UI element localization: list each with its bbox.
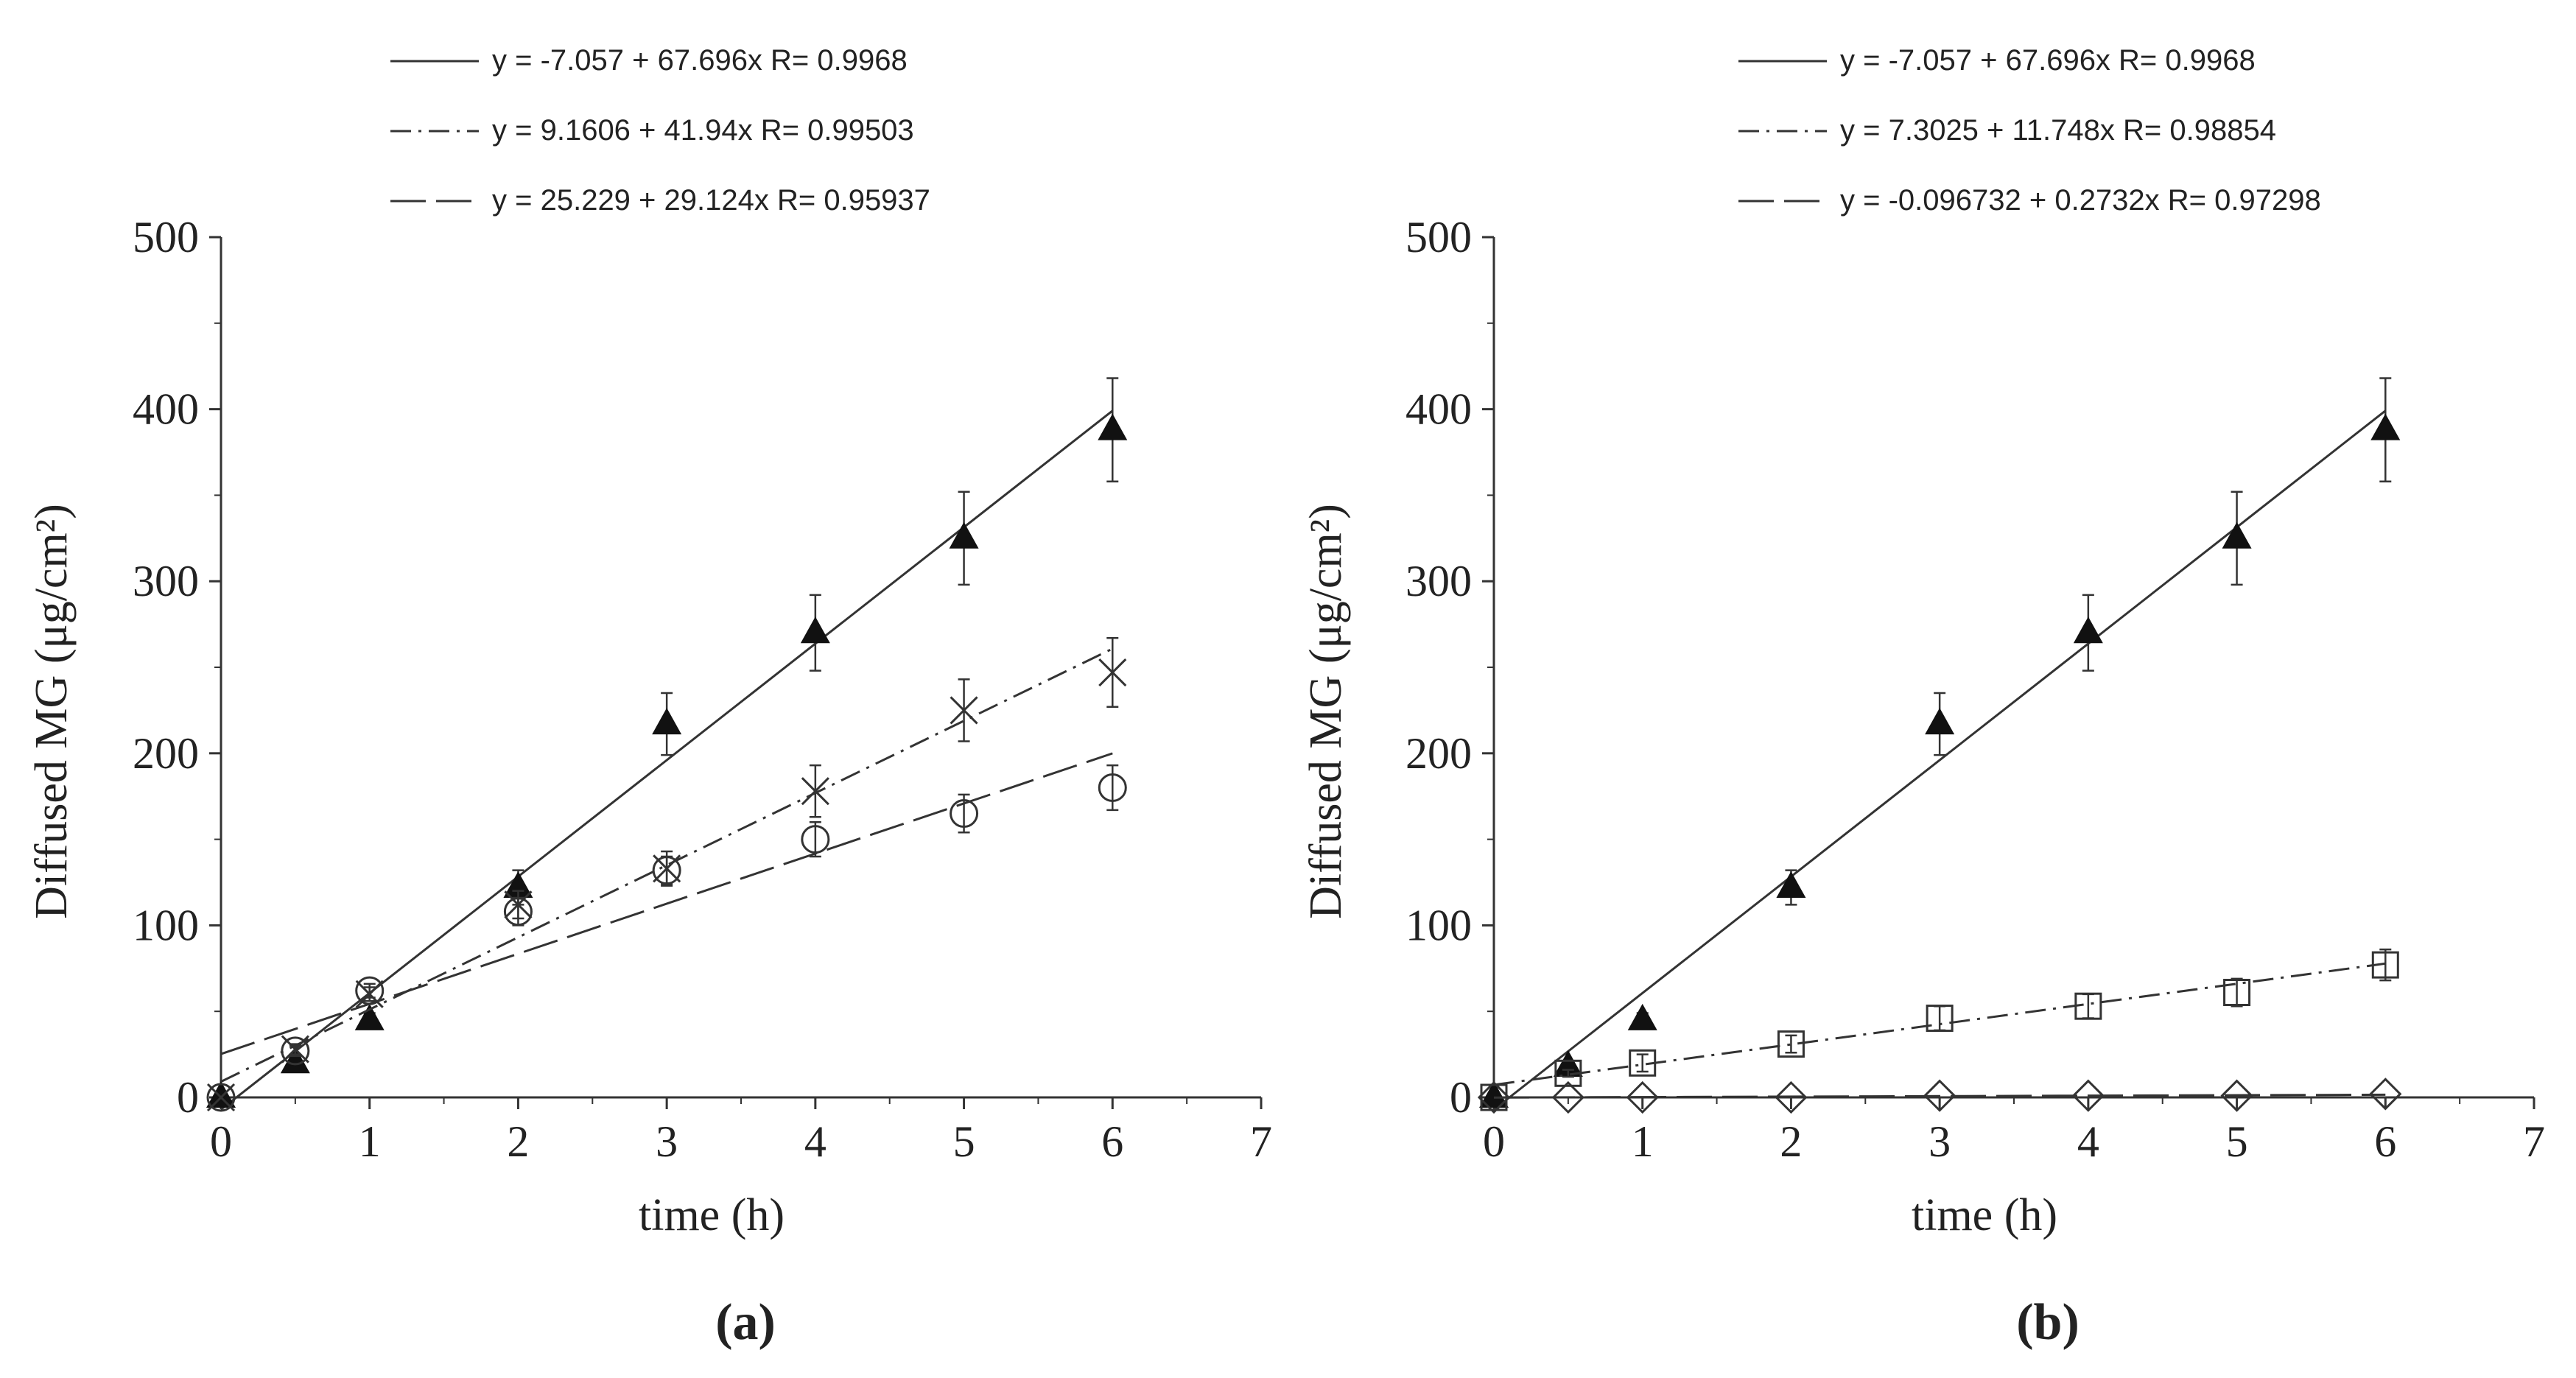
data-point-triangle — [800, 616, 830, 644]
y-axis-label: Diffused MG (μg/cm²) — [1301, 504, 1351, 919]
data-point-triangle — [2370, 413, 2401, 440]
panel-a: 0 1 2 3 4 5 6 7 0 100 200 300 400 500 time (h) Diffused… — [27, 44, 1272, 1351]
data-point-square — [2371, 951, 2399, 979]
data-point-triangle — [503, 871, 533, 899]
x-tick-label: 7 — [2523, 1117, 2545, 1166]
legend-entry: y = -7.057 + 67.696x R= 0.9968 — [492, 44, 908, 77]
y-tick-label: 0 — [177, 1073, 199, 1122]
data-point-triangle — [1627, 1003, 1657, 1030]
x-tick-label: 1 — [1632, 1117, 1654, 1166]
data-point-triangle — [206, 1081, 236, 1108]
data-point-circle — [206, 1083, 236, 1112]
data-point-diamond — [2220, 1079, 2253, 1112]
data-point-triangle — [949, 521, 979, 549]
data-point-diamond — [1923, 1079, 1956, 1112]
x-tick-label: 6 — [2374, 1117, 2396, 1166]
fit-line-diamond — [1493, 1093, 2386, 1099]
y-tick-label: 400 — [1405, 385, 1472, 434]
data-point-triangle — [1776, 871, 1806, 899]
data-point-diamond — [1551, 1080, 1584, 1114]
x-axis-label: time (h) — [1912, 1190, 2057, 1240]
x-axis-label: time (h) — [639, 1190, 785, 1240]
data-point-circle — [1098, 773, 1127, 803]
x-tick-label: 3 — [1929, 1117, 1951, 1166]
x-tick-label: 6 — [1101, 1117, 1123, 1166]
data-point-circle — [801, 825, 830, 854]
x-tick-label: 5 — [953, 1117, 975, 1166]
data-point-square — [1926, 1005, 1954, 1033]
data-point-square — [1554, 1059, 1582, 1087]
data-point-diamond — [2369, 1078, 2402, 1111]
data-point-triangle — [2222, 521, 2252, 549]
x-tick-label: 5 — [2226, 1117, 2248, 1166]
data-point-circle — [950, 799, 979, 829]
x-stroke — [801, 777, 829, 806]
y-tick-label: 500 — [1405, 213, 1472, 261]
fit-line-triangle — [220, 409, 1114, 1111]
y-tick-label: 200 — [133, 729, 199, 778]
data-point-diamond — [1477, 1080, 1511, 1114]
data-point-x — [801, 777, 829, 806]
y-axis-label: Diffused MG (μg/cm²) — [27, 504, 77, 919]
x-tick-label: 7 — [1250, 1117, 1272, 1166]
x-stroke — [1098, 658, 1127, 687]
legend-entry: y = 7.3025 + 11.748x R= 0.98854 — [1840, 114, 2276, 147]
x-tick-label: 0 — [1483, 1117, 1505, 1166]
data-point-square — [1777, 1030, 1805, 1058]
data-point-circle — [652, 856, 681, 885]
fit-line-circle — [220, 752, 1113, 1055]
x-tick-label: 4 — [2077, 1117, 2099, 1166]
data-point-triangle — [1925, 708, 1955, 735]
data-point-x — [1098, 658, 1127, 687]
panel-b: 0 1 2 3 4 5 6 7 0 100 200 300 400 500 time (h) Diffused… — [1301, 44, 2545, 1351]
data-point-triangle — [1479, 1081, 1509, 1108]
panel-label: (a) — [715, 1294, 776, 1351]
x-tick-label: 4 — [804, 1117, 827, 1166]
legend-entry: y = -0.096732 + 0.2732x R= 0.97298 — [1840, 184, 2321, 217]
panel-label: (b) — [2016, 1294, 2080, 1351]
data-point-diamond — [1775, 1080, 1808, 1114]
data-point-x — [950, 696, 978, 725]
data-point-square — [2223, 979, 2251, 1007]
x-stroke — [950, 696, 978, 725]
y-tick-label: 200 — [1405, 729, 1472, 778]
y-tick-label: 100 — [1405, 901, 1472, 949]
data-point-triangle — [1098, 413, 1128, 440]
x-tick-label: 3 — [656, 1117, 678, 1166]
legend-entry: y = 25.229 + 29.124x R= 0.95937 — [492, 184, 930, 217]
data-point-square — [2074, 992, 2102, 1020]
data-point-triangle — [652, 708, 682, 735]
x-tick-label: 0 — [210, 1117, 232, 1166]
data-point-diamond — [2071, 1079, 2105, 1112]
y-tick-label: 300 — [1405, 557, 1472, 605]
x-tick-label: 2 — [1780, 1117, 1802, 1166]
x-tick-label: 1 — [359, 1117, 381, 1166]
data-point-triangle — [2073, 616, 2103, 644]
y-tick-label: 500 — [133, 213, 199, 261]
data-point-triangle — [1553, 1050, 1583, 1077]
data-point-triangle — [280, 1047, 310, 1074]
y-tick-label: 100 — [133, 901, 199, 949]
data-point-diamond — [1626, 1080, 1659, 1114]
legend-entry: y = -7.057 + 67.696x R= 0.9968 — [1840, 44, 2256, 77]
legend-entry: y = 9.1606 + 41.94x R= 0.99503 — [492, 114, 914, 147]
x-tick-label: 2 — [507, 1117, 529, 1166]
y-tick-label: 300 — [133, 557, 199, 605]
data-point-circle — [281, 1036, 310, 1066]
y-tick-label: 0 — [1450, 1073, 1472, 1122]
data-point-square — [1629, 1049, 1657, 1077]
data-point-circle — [503, 897, 533, 927]
fit-line-cross — [220, 647, 1113, 1083]
data-point-triangle — [354, 1003, 385, 1030]
data-point-circle — [355, 976, 385, 1005]
y-tick-label: 400 — [133, 385, 199, 434]
